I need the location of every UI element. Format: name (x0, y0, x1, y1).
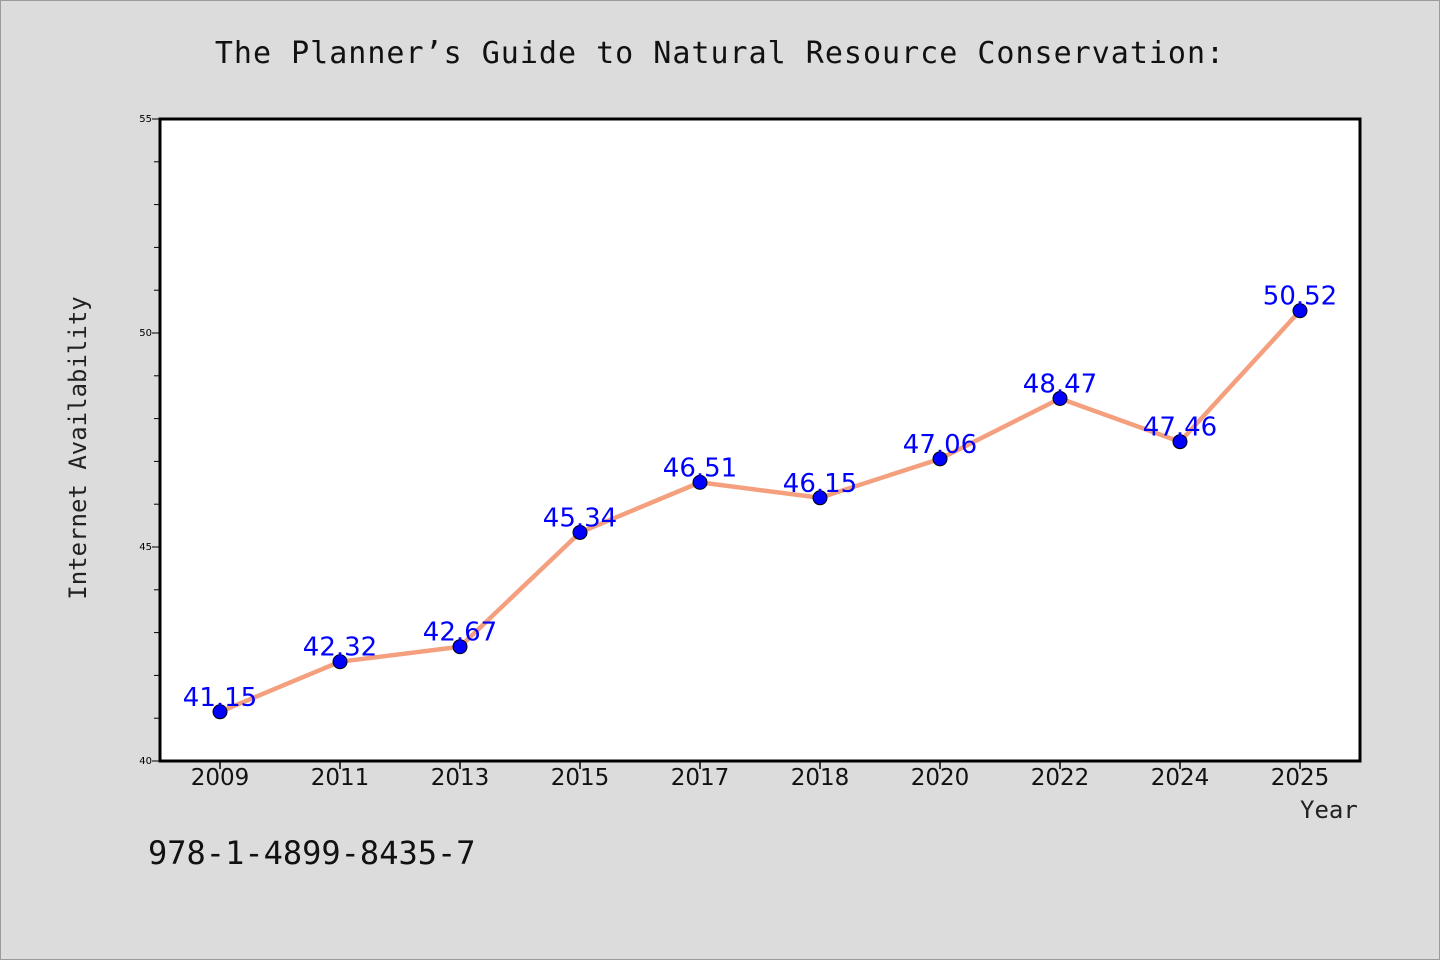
x-tick-label: 2011 (311, 765, 370, 791)
series-line (217, 308, 1303, 715)
data-point (692, 474, 708, 490)
data-point (1172, 434, 1188, 450)
x-axis-label: Year (1300, 796, 1358, 824)
data-label: 47.46 (1143, 413, 1217, 443)
data-label: 42.67 (423, 618, 497, 648)
x-tick-label: 2013 (431, 765, 490, 791)
data-point (212, 704, 228, 720)
isbn-text: 978-1-4899-8435-7 (148, 834, 476, 872)
plot-frame (158, 117, 1362, 763)
y-tick-label: 50 (139, 328, 152, 339)
data-label: 47.06 (903, 430, 977, 460)
data-point (452, 639, 468, 655)
data-label: 42.32 (303, 633, 377, 663)
x-tick-label: 2020 (911, 765, 970, 791)
data-label: 46.51 (663, 453, 737, 483)
x-tick-label: 2015 (551, 765, 610, 791)
chart-title: The Planner’s Guide to Natural Resource … (214, 36, 1226, 71)
data-point (1292, 303, 1308, 319)
data-label: 48.47 (1023, 369, 1097, 399)
data-label: 45.34 (543, 503, 617, 533)
plot-background (160, 119, 1360, 761)
x-tick-label: 2009 (191, 765, 250, 791)
data-label: 46.15 (783, 469, 857, 499)
x-tick-label: 2024 (1151, 765, 1210, 791)
data-label: 41.15 (183, 683, 257, 713)
data-label: 50.52 (1263, 282, 1337, 312)
y-tick-label: 45 (139, 542, 152, 553)
data-point (572, 524, 588, 540)
x-tick-label: 2022 (1031, 765, 1090, 791)
y-tick-label: 40 (139, 756, 152, 767)
y-tick-label: 55 (139, 114, 152, 125)
data-point (1052, 390, 1068, 406)
x-tick-label: 2017 (671, 765, 730, 791)
x-tick-label: 2018 (791, 765, 850, 791)
x-tick-label: 2025 (1271, 765, 1330, 791)
plot-area: 40 45 50 55 2009 2011 2013 2015 2017 2018 2020 2022… (139, 114, 1362, 791)
data-point (332, 654, 348, 670)
data-point (812, 490, 828, 506)
data-point (932, 451, 948, 467)
